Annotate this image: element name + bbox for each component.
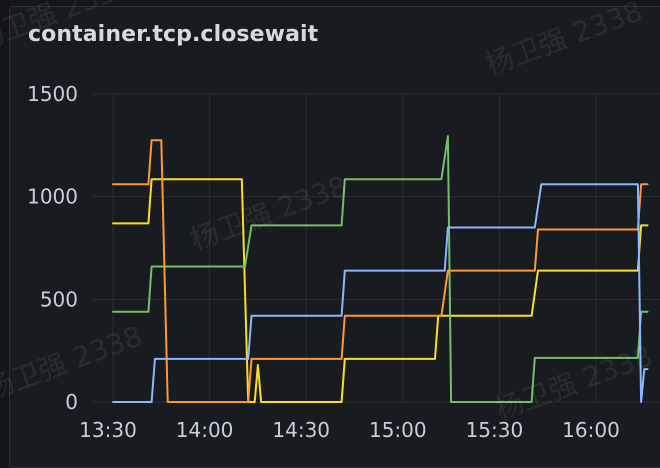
y-axis: 1500 1000 500 0 [27, 82, 78, 414]
x-tick-label: 16:00 [562, 418, 620, 442]
watermark-text: 杨卫强 2338 [491, 339, 657, 426]
series-line-3 [112, 139, 649, 403]
x-tick-label: 15:00 [369, 418, 427, 442]
panel-title[interactable]: container.tcp.closewait [28, 22, 319, 47]
x-axis: 13:30 14:00 14:30 15:00 15:30 16:00 [79, 418, 620, 442]
grid-lines [92, 93, 660, 403]
x-tick-label: 14:30 [272, 418, 330, 442]
x-tick-label: 15:30 [466, 418, 524, 442]
series-line-2 [112, 135, 649, 403]
chart-panel [9, 6, 660, 468]
x-tick-label: 14:00 [176, 418, 234, 442]
y-tick-label: 0 [65, 390, 78, 414]
y-tick-label: 1500 [27, 82, 78, 106]
series-lines [112, 135, 649, 403]
series-line-1 [112, 178, 649, 403]
line-chart: 1500 1000 500 0 13:30 14:00 14:30 15:00 15:30 16… [0, 0, 660, 442]
x-tick-label: 13:30 [79, 418, 137, 442]
y-tick-label: 500 [40, 287, 78, 311]
watermark-text: 杨卫强 2338 [481, 0, 647, 82]
watermark-text: 杨卫强 2338 [186, 169, 352, 256]
y-tick-label: 1000 [27, 185, 78, 209]
series-line-4 [112, 183, 649, 403]
